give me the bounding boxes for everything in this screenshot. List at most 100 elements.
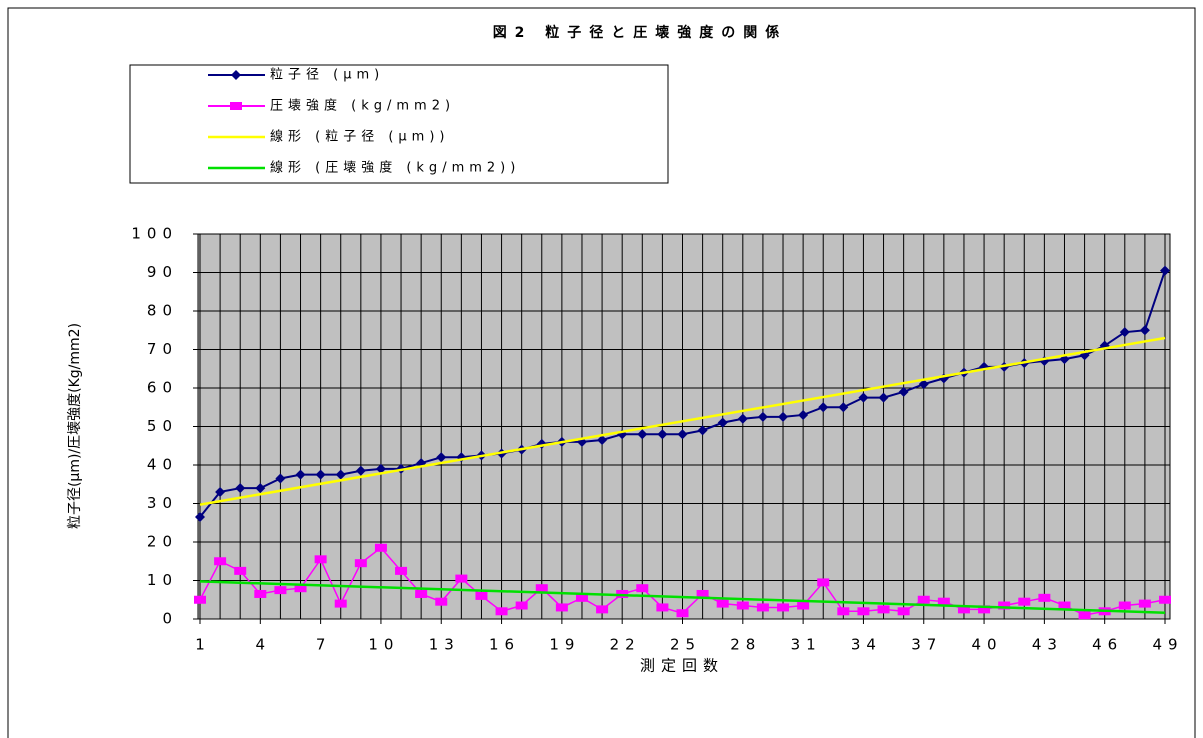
y-tick-label: 60 bbox=[147, 379, 178, 397]
data-point bbox=[435, 597, 448, 606]
data-point bbox=[676, 609, 689, 618]
data-point bbox=[315, 469, 326, 480]
data-point bbox=[817, 578, 830, 587]
data-point bbox=[1118, 601, 1131, 610]
data-point bbox=[415, 589, 428, 598]
y-tick-label: 100 bbox=[131, 225, 178, 243]
data-point bbox=[797, 601, 810, 610]
data-point bbox=[778, 411, 789, 422]
data-point bbox=[838, 402, 849, 413]
data-point bbox=[314, 555, 327, 564]
data-point bbox=[596, 605, 609, 614]
x-tick-label: 1 bbox=[195, 636, 211, 654]
x-tick-label: 31 bbox=[791, 636, 822, 654]
x-tick-label: 4 bbox=[256, 636, 272, 654]
x-axis-label: 測定回数 bbox=[640, 657, 724, 675]
x-tick-label: 37 bbox=[911, 636, 942, 654]
data-point bbox=[294, 584, 307, 593]
data-point bbox=[878, 392, 889, 403]
data-point bbox=[677, 429, 688, 440]
legend-label: 粒子径 (μm) bbox=[270, 68, 384, 83]
data-point bbox=[1160, 265, 1170, 276]
data-point bbox=[898, 386, 909, 397]
data-point bbox=[597, 434, 608, 445]
y-tick-label: 20 bbox=[147, 533, 178, 551]
data-point bbox=[1139, 325, 1150, 336]
data-point bbox=[1018, 597, 1031, 606]
y-tick-label: 30 bbox=[147, 494, 178, 512]
data-point bbox=[757, 411, 768, 422]
x-tick-label: 46 bbox=[1092, 636, 1123, 654]
data-point bbox=[575, 593, 588, 602]
data-point bbox=[918, 379, 929, 390]
data-point bbox=[436, 452, 447, 463]
data-point bbox=[255, 483, 266, 494]
data-point bbox=[998, 601, 1011, 610]
trendline bbox=[199, 580, 1166, 614]
data-point bbox=[455, 574, 468, 583]
data-point bbox=[335, 469, 346, 480]
data-point bbox=[354, 559, 367, 568]
y-tick-label: 70 bbox=[147, 340, 178, 358]
data-point bbox=[858, 392, 869, 403]
data-point bbox=[1119, 327, 1130, 338]
data-point bbox=[777, 603, 790, 612]
data-point bbox=[535, 584, 548, 593]
data-point bbox=[555, 603, 568, 612]
data-point bbox=[235, 483, 246, 494]
data-point bbox=[194, 595, 206, 604]
data-point bbox=[737, 413, 748, 424]
x-tick-label: 43 bbox=[1032, 636, 1063, 654]
data-point bbox=[275, 473, 286, 484]
y-tick-label: 50 bbox=[147, 417, 178, 435]
chart-title: 図2 粒子径と圧壊強度の関係 bbox=[493, 24, 788, 41]
data-point bbox=[857, 607, 870, 616]
data-point bbox=[234, 566, 247, 575]
data-point bbox=[697, 425, 708, 436]
data-point bbox=[756, 603, 769, 612]
x-tick-label: 40 bbox=[972, 636, 1003, 654]
data-point bbox=[917, 595, 930, 604]
data-point bbox=[355, 465, 366, 476]
y-axis-label: 粒子径(μm)/圧壊強度(Kg/mm2) bbox=[67, 323, 83, 529]
data-point bbox=[334, 599, 347, 608]
data-point bbox=[215, 486, 226, 497]
data-point bbox=[897, 607, 910, 616]
legend-label: 線形 (圧壊強度 (kg/mm2)) bbox=[270, 160, 520, 176]
x-tick-label: 7 bbox=[316, 636, 332, 654]
legend-label: 圧壊強度 (kg/mm2) bbox=[270, 98, 455, 114]
data-point bbox=[214, 557, 227, 566]
x-tick-label: 13 bbox=[429, 636, 460, 654]
data-point bbox=[818, 402, 829, 413]
data-point bbox=[295, 469, 306, 480]
legend-marker bbox=[231, 70, 241, 80]
data-point bbox=[877, 605, 890, 614]
data-point bbox=[937, 597, 950, 606]
data-point bbox=[696, 589, 709, 598]
y-tick-label: 90 bbox=[147, 263, 178, 281]
data-point bbox=[957, 605, 970, 614]
data-point bbox=[716, 599, 729, 608]
data-point bbox=[798, 409, 809, 420]
data-point bbox=[495, 607, 508, 616]
data-point bbox=[374, 543, 387, 552]
x-tick-label: 49 bbox=[1152, 636, 1183, 654]
legend-marker bbox=[230, 102, 242, 110]
data-point bbox=[274, 586, 287, 595]
x-tick-label: 19 bbox=[549, 636, 580, 654]
legend bbox=[129, 64, 669, 184]
data-point bbox=[1058, 601, 1071, 610]
y-tick-label: 0 bbox=[162, 610, 178, 628]
data-point bbox=[1138, 599, 1151, 608]
trendline bbox=[199, 336, 1166, 506]
data-point bbox=[375, 463, 386, 474]
chart-frame bbox=[7, 7, 1196, 738]
data-point bbox=[475, 591, 488, 600]
data-point bbox=[637, 429, 648, 440]
y-tick-label: 40 bbox=[147, 456, 178, 474]
data-point bbox=[657, 429, 668, 440]
data-point bbox=[837, 607, 850, 616]
legend-label: 線形 (粒子径 (μm)) bbox=[270, 129, 450, 145]
data-point bbox=[515, 601, 528, 610]
